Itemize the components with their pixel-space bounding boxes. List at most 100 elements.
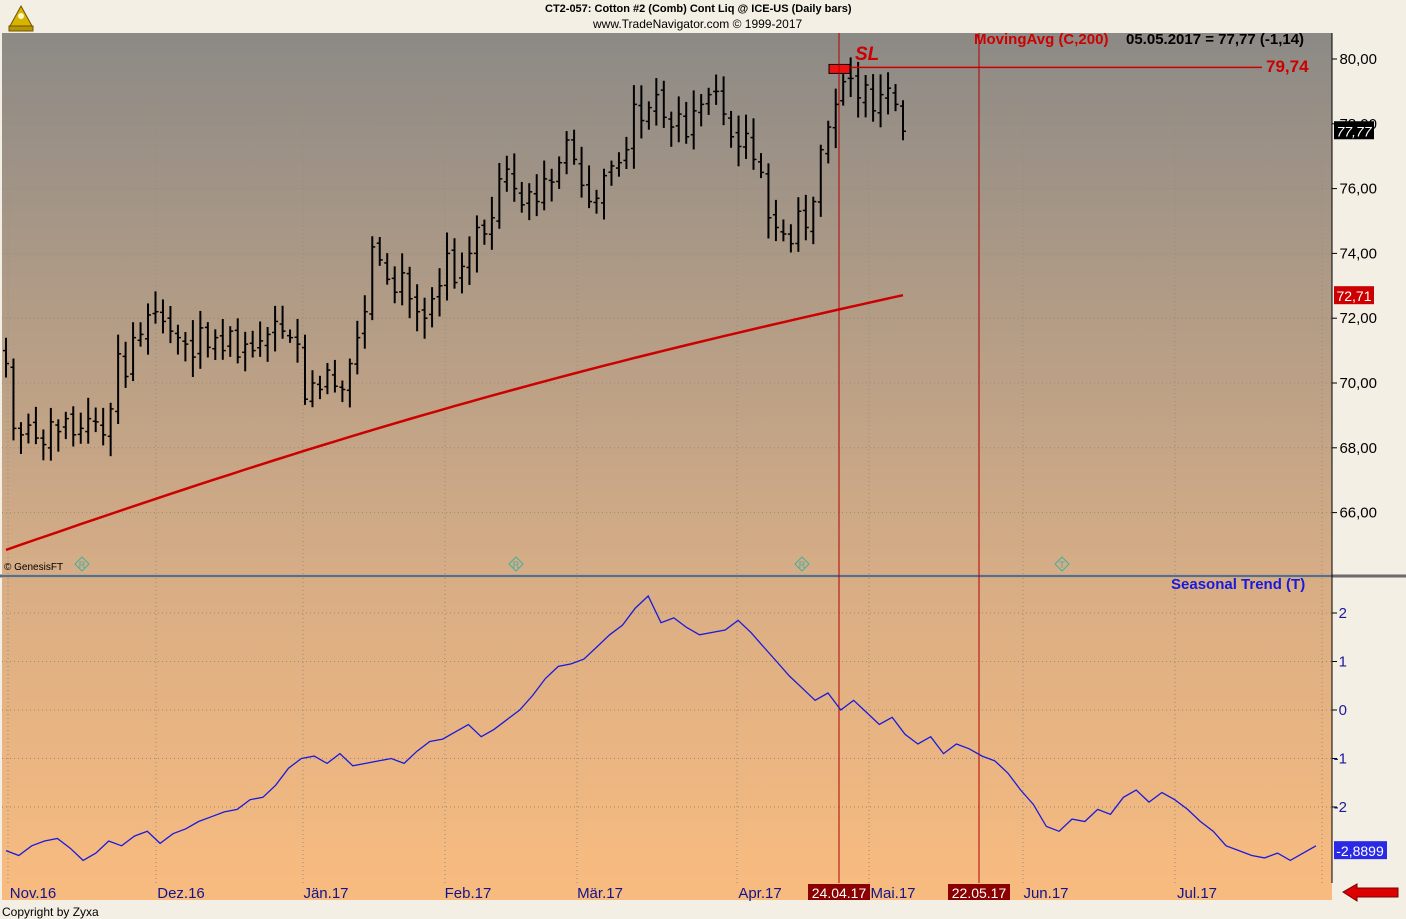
- price-bar: [832, 88, 839, 149]
- price-bar: [279, 305, 286, 339]
- price-bar: [541, 160, 548, 211]
- price-bar: [331, 359, 338, 393]
- marker-diamond: [1054, 556, 1070, 572]
- x-tick-label: Mär.17: [577, 885, 623, 902]
- x-tick-label: Jul.17: [1177, 885, 1217, 902]
- price-bar: [152, 291, 159, 324]
- price-bar: [406, 266, 413, 319]
- price-bar: [900, 100, 906, 141]
- t-marker-icon: T: [1054, 556, 1070, 572]
- badge-text: -2,8899: [1336, 843, 1384, 859]
- price-bar: [55, 419, 62, 452]
- x-tick-label: Apr.17: [738, 885, 781, 902]
- price-bar: [287, 329, 294, 343]
- price-bar: [735, 115, 742, 167]
- price-bar: [391, 266, 398, 304]
- price-bar: [698, 94, 705, 127]
- price-bar: [249, 330, 256, 358]
- r-marker-icon: R: [794, 556, 810, 572]
- price-bar: [414, 284, 421, 332]
- y-tick-label: 72,00: [1339, 310, 1377, 327]
- price-bar: [615, 152, 622, 177]
- price-bar: [339, 380, 346, 403]
- price-bar: [309, 370, 316, 408]
- y-tick-label: -1: [1334, 751, 1347, 768]
- price-bar: [227, 326, 234, 357]
- x-tick-label: Jun.17: [1023, 885, 1068, 902]
- price-bar: [847, 57, 854, 98]
- marker-letter: R: [799, 560, 806, 570]
- price-bar: [772, 199, 779, 242]
- price-bar: [660, 80, 667, 128]
- price-bar: [451, 238, 458, 289]
- price-bar: [802, 194, 809, 241]
- price-bar: [571, 129, 578, 165]
- price-bar: [436, 268, 443, 317]
- price-bar: [346, 358, 353, 408]
- price-bar: [757, 153, 764, 179]
- marker-letter: T: [1059, 560, 1065, 570]
- price-bar: [107, 402, 114, 457]
- price-bar: [264, 327, 271, 362]
- price-bar: [145, 303, 152, 355]
- price-bar: [750, 118, 757, 170]
- price-bar: [885, 72, 892, 115]
- moving-avg-label[interactable]: MovingAvg (C,200): [974, 31, 1109, 48]
- price-bar: [623, 136, 630, 170]
- price-bar: [690, 90, 697, 150]
- price-bar: [316, 375, 323, 400]
- price-bar: [3, 337, 9, 378]
- price-bar: [444, 232, 451, 301]
- y-tick-label: 0: [1339, 702, 1347, 719]
- arrow-shape: [1342, 883, 1399, 902]
- price-bar: [361, 295, 368, 349]
- price-bar: [100, 407, 107, 446]
- y-tick-label: 70,00: [1339, 375, 1377, 392]
- price-bar: [563, 131, 570, 175]
- marker-diamond: [794, 556, 810, 572]
- y-tick-label: 76,00: [1339, 181, 1377, 198]
- price-bar: [511, 153, 518, 202]
- price-bar: [488, 196, 495, 250]
- price-bar: [518, 181, 525, 213]
- y-tick-label: 2: [1339, 605, 1347, 622]
- price-bar: [85, 397, 92, 444]
- price-bar: [62, 411, 69, 440]
- price-panel: [2, 33, 1332, 574]
- price-bar: [219, 319, 226, 360]
- price-bar: [242, 331, 249, 372]
- ohlc-bars: [3, 57, 906, 461]
- price-bar: [421, 297, 428, 339]
- price-bar: [369, 236, 376, 321]
- price-bar: [630, 85, 637, 169]
- price-bar: [204, 322, 211, 358]
- price-bar: [728, 110, 735, 148]
- seasonal-last-badge: -2,8899: [1334, 841, 1387, 860]
- price-bar: [526, 183, 533, 221]
- date-marker-label: 24.04.17: [812, 885, 867, 901]
- price-bar: [601, 168, 607, 220]
- price-bar: [817, 144, 824, 217]
- price-bar: [780, 219, 787, 242]
- price-bar: [17, 422, 24, 454]
- moving-average-line: [5, 293, 904, 552]
- data-source-watermark: © GenesisFT: [4, 562, 64, 573]
- price-bar: [556, 156, 563, 189]
- moving-avg-badge: 72,71: [1334, 286, 1374, 305]
- price-bar: [795, 197, 802, 252]
- price-bar: [870, 74, 877, 122]
- price-bar: [25, 413, 32, 444]
- logo-icon: [6, 4, 36, 34]
- price-bar: [294, 318, 301, 363]
- seasonal-trend-label[interactable]: Seasonal Trend (T): [1171, 576, 1306, 593]
- price-bar: [892, 84, 899, 112]
- price-bar: [713, 74, 720, 105]
- price-bar: [683, 101, 690, 144]
- date-marker-badge: 24.04.17: [808, 884, 870, 901]
- seasonal-trend-line: [5, 594, 1317, 862]
- marker-letter: R: [513, 560, 520, 570]
- badge-bg: [1334, 121, 1374, 140]
- x-tick-label: Jän.17: [303, 885, 348, 902]
